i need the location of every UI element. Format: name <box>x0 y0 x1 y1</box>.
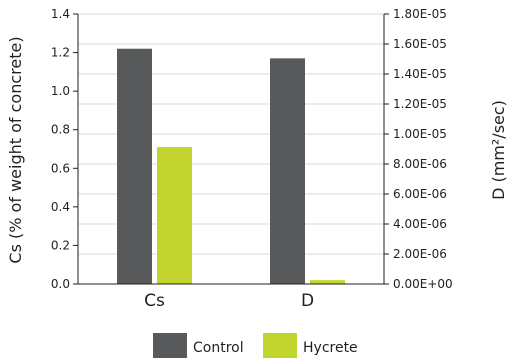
left-y-axis-ticks: 0.0 0.2 0.4 0.6 0.8 1.0 1.2 1.4 <box>51 7 78 291</box>
bar-control-cs <box>117 48 152 284</box>
legend-label-hycrete: Hycrete <box>303 340 358 356</box>
x-axis-category-labels: Cs D <box>144 291 314 311</box>
right-y-axis-ticks: 0.00E+00 2.00E-06 4.00E-06 6.00E-06 8.00E-06… <box>384 7 453 291</box>
right-y-tick-label: 1.60E-05 <box>393 37 447 51</box>
x-category-label: D <box>301 291 314 311</box>
right-y-tick-label: 0.00E+00 <box>393 277 453 291</box>
legend-swatch-control <box>153 333 187 358</box>
legend-swatch-hycrete <box>263 333 297 358</box>
left-y-tick-label: 0.0 <box>51 277 70 291</box>
legend: Control Hycrete <box>153 333 358 358</box>
left-y-tick-label: 0.2 <box>51 238 70 252</box>
left-y-tick-label: 1.2 <box>51 46 70 60</box>
bar-hycrete-cs <box>157 147 192 284</box>
bars <box>117 48 345 284</box>
right-y-tick-label: 2.00E-06 <box>393 247 447 261</box>
left-y-tick-label: 1.0 <box>51 84 70 98</box>
right-y-tick-label: 4.00E-06 <box>393 217 447 231</box>
left-y-axis-title: Cs (% of weight of concrete) <box>6 36 25 263</box>
left-y-tick-label: 1.4 <box>51 7 70 21</box>
bar-hycrete-d <box>310 280 345 284</box>
legend-label-control: Control <box>193 340 244 356</box>
right-y-tick-label: 8.00E-06 <box>393 157 447 171</box>
right-y-tick-label: 1.40E-05 <box>393 67 447 81</box>
bar-control-d <box>270 58 305 284</box>
right-y-tick-label: 6.00E-06 <box>393 187 447 201</box>
left-y-tick-label: 0.6 <box>51 161 70 175</box>
right-y-tick-label: 1.80E-05 <box>393 7 447 21</box>
left-y-tick-label: 0.8 <box>51 123 70 137</box>
x-category-label: Cs <box>144 291 165 311</box>
right-y-tick-label: 1.00E-05 <box>393 127 447 141</box>
left-y-tick-label: 0.4 <box>51 200 70 214</box>
right-y-tick-label: 1.20E-05 <box>393 97 447 111</box>
right-y-axis-title: D (mm²/sec) <box>489 100 508 200</box>
